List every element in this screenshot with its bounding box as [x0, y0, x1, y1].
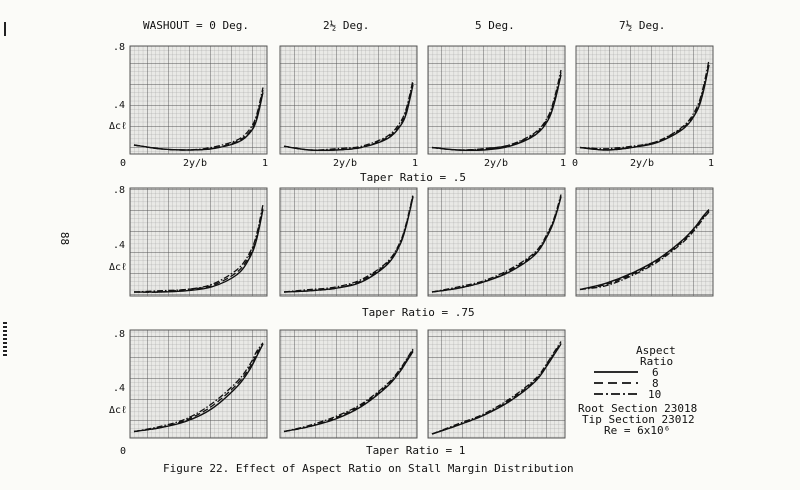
x-end-panel-1: 1 — [262, 158, 269, 169]
series-line-ar-8 — [431, 342, 562, 435]
y-axis-label-row3: Δcℓ — [109, 405, 128, 416]
panel-grid — [427, 329, 566, 439]
x-label-panel-3: 2y/b — [484, 158, 509, 169]
x-label-panel-4: 2y/b — [630, 158, 655, 169]
x-end-panel-4: 1 — [708, 158, 715, 169]
legend-reynolds: Re = 6x10⁶ — [604, 424, 671, 437]
chart-panel-2 — [279, 45, 418, 155]
chart-panel-3 — [427, 45, 566, 155]
y-tick-mid-row3: .4 — [113, 383, 126, 394]
series-line-ar-8 — [431, 195, 562, 293]
series-line-ar-8 — [133, 206, 264, 293]
x-label-panel-2: 2y/b — [333, 158, 358, 169]
column-header-washout-0: WASHOUT = 0 Deg. — [143, 19, 249, 32]
chart-panel-1 — [129, 45, 268, 155]
series-line-ar-10 — [579, 59, 710, 150]
y-axis-label-row1: Δcℓ — [109, 121, 128, 132]
series-line-ar-10 — [283, 348, 414, 433]
y-tick-mid-row1: .4 — [113, 100, 126, 111]
y-zero-row3: 0 — [120, 446, 127, 457]
panel-grid — [279, 45, 418, 155]
series-line-ar-10 — [431, 69, 562, 151]
column-header-washout-7-5: 7½ Deg. — [619, 19, 666, 32]
chart-panel-11 — [427, 329, 566, 439]
legend-title-line2: Ratio — [640, 355, 674, 368]
series-line-ar-8 — [579, 210, 710, 291]
panel-grid — [279, 187, 418, 297]
series-line-ar-10 — [133, 342, 264, 433]
y-axis-label-row2: Δcℓ — [109, 262, 128, 273]
legend-tip-section: Tip Section 23012 — [582, 413, 695, 426]
series-line-ar-10 — [133, 204, 264, 293]
chart-panel-4 — [575, 45, 714, 155]
row-label-taper-0-5: Taper Ratio = .5 — [360, 171, 466, 184]
panel-grid — [129, 329, 268, 439]
chart-panel-5 — [129, 187, 268, 297]
panel-grid — [575, 187, 714, 297]
series-line-ar-8 — [133, 343, 264, 433]
x-label-panel-1: 2y/b — [183, 158, 208, 169]
series-line-ar-10 — [133, 87, 264, 151]
panel-grid — [575, 45, 714, 155]
y-tick-mid-row2: .4 — [113, 240, 126, 251]
legend-entry-10: 10 — [648, 388, 662, 401]
y-tick-top-row1: .8 — [113, 42, 126, 53]
series-line-ar-10 — [579, 211, 710, 291]
legend-title-line1: Aspect — [636, 344, 676, 357]
panel-grid — [129, 187, 268, 297]
y-tick-top-row3: .8 — [113, 329, 126, 340]
y-tick-top-row2: .8 — [113, 185, 126, 196]
scan-mark-top — [4, 22, 6, 36]
chart-panel-7 — [427, 187, 566, 297]
column-header-washout-2-5: 2½ Deg. — [323, 19, 370, 32]
panel-grid — [279, 329, 418, 439]
legend-swatches — [594, 371, 638, 395]
scan-mark-bottom — [3, 322, 7, 358]
legend: Aspect Ratio 6 8 10 Root Section 23018 T… — [578, 344, 722, 444]
legend-root-section: Root Section 23018 — [578, 402, 698, 415]
row-label-taper-1: Taper Ratio = 1 — [366, 444, 466, 457]
series-line-ar-10 — [283, 79, 414, 151]
series-line-ar-10 — [283, 194, 414, 293]
series-line-ar-8 — [283, 349, 414, 433]
x-end-panel-3: 1 — [560, 158, 567, 169]
row-label-taper-0-75: Taper Ratio = .75 — [362, 306, 475, 319]
series-line-ar-10 — [431, 194, 562, 293]
figure-caption: Figure 22. Effect of Aspect Ratio on Sta… — [163, 462, 574, 475]
chart-panel-9 — [129, 329, 268, 439]
x-start-panel-4: 0 — [572, 158, 579, 169]
legend-entry-8: 8 — [652, 377, 659, 390]
x-end-panel-2: 1 — [412, 158, 419, 169]
panel-grid — [427, 45, 566, 155]
chart-panel-10 — [279, 329, 418, 439]
legend-entry-6: 6 — [652, 366, 659, 379]
series-line-ar-6 — [579, 209, 710, 291]
panel-grid — [129, 45, 268, 155]
chart-panel-8 — [575, 187, 714, 297]
chart-panel-6 — [279, 187, 418, 297]
series-line-ar-10 — [431, 341, 562, 435]
column-header-washout-5: 5 Deg. — [475, 19, 515, 32]
y-zero-row1: 0 — [120, 158, 127, 169]
